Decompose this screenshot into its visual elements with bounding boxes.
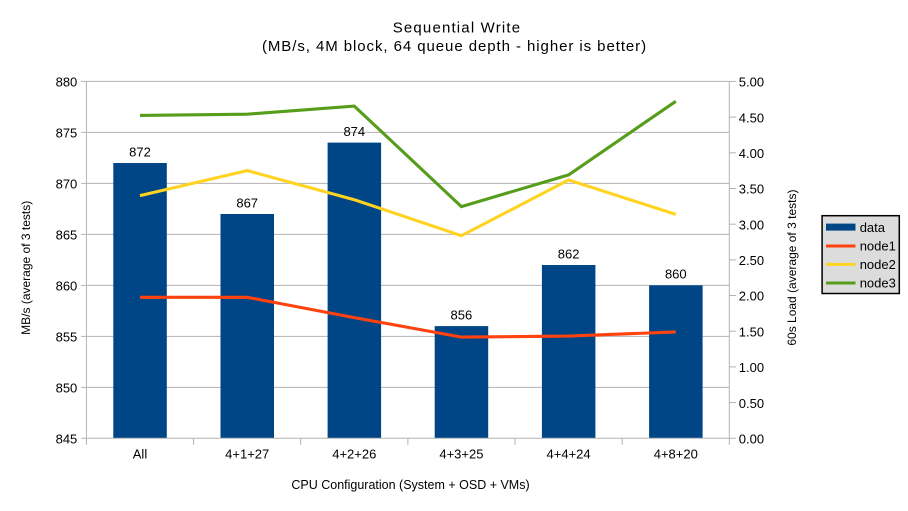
- svg-text:4+2+26: 4+2+26: [332, 447, 376, 462]
- svg-text:data: data: [860, 220, 886, 235]
- svg-text:0.00: 0.00: [739, 432, 764, 447]
- svg-text:862: 862: [558, 246, 580, 261]
- svg-text:865: 865: [56, 228, 78, 243]
- svg-text:node3: node3: [860, 276, 896, 291]
- svg-text:node1: node1: [860, 239, 896, 254]
- svg-text:4+8+20: 4+8+20: [654, 447, 698, 462]
- svg-text:2.00: 2.00: [739, 289, 764, 304]
- svg-text:867: 867: [236, 195, 258, 210]
- svg-text:880: 880: [56, 75, 78, 90]
- svg-text:2.50: 2.50: [739, 253, 764, 268]
- svg-text:874: 874: [343, 124, 365, 139]
- svg-text:4+3+25: 4+3+25: [439, 447, 483, 462]
- svg-text:855: 855: [56, 330, 78, 345]
- svg-text:1.50: 1.50: [739, 324, 764, 339]
- svg-text:4+1+27: 4+1+27: [225, 447, 269, 462]
- svg-text:(MB/s, 4M block, 64 queue dept: (MB/s, 4M block, 64 queue depth - higher…: [262, 38, 647, 55]
- svg-text:870: 870: [56, 177, 78, 192]
- svg-text:4.00: 4.00: [739, 146, 764, 161]
- svg-text:60s Load (average of 3 tests): 60s Load (average of 3 tests): [785, 190, 799, 346]
- svg-text:845: 845: [56, 432, 78, 447]
- svg-text:0.50: 0.50: [739, 396, 764, 411]
- svg-text:860: 860: [665, 267, 687, 282]
- svg-text:872: 872: [129, 144, 151, 159]
- svg-text:875: 875: [56, 126, 78, 141]
- svg-text:MB/s (average of 3 tests): MB/s (average of 3 tests): [19, 201, 33, 335]
- svg-text:856: 856: [451, 307, 473, 322]
- svg-text:All: All: [133, 447, 148, 462]
- svg-text:3.50: 3.50: [739, 182, 764, 197]
- svg-text:4+4+24: 4+4+24: [547, 447, 591, 462]
- svg-text:5.00: 5.00: [739, 75, 764, 90]
- svg-text:1.00: 1.00: [739, 360, 764, 375]
- svg-text:Sequential Write: Sequential Write: [393, 20, 522, 37]
- svg-text:node2: node2: [860, 257, 896, 272]
- svg-text:3.00: 3.00: [739, 217, 764, 232]
- svg-text:850: 850: [56, 381, 78, 396]
- svg-text:CPU Configuration (System + OS: CPU Configuration (System + OSD + VMs): [291, 478, 529, 492]
- svg-text:4.50: 4.50: [739, 110, 764, 125]
- svg-text:860: 860: [56, 279, 78, 294]
